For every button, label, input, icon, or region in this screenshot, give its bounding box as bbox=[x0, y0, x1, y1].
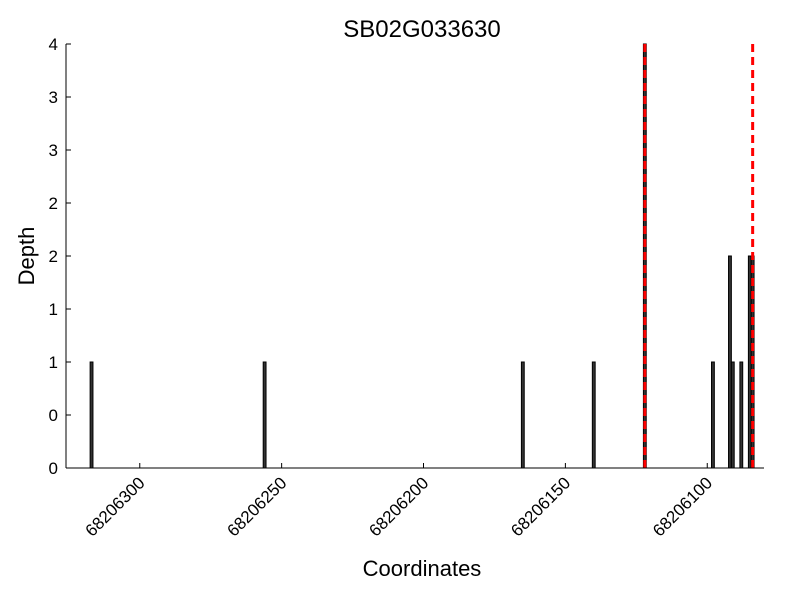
y-tick-label: 1 bbox=[49, 353, 58, 372]
x-tick-label: 68206250 bbox=[224, 473, 291, 540]
y-axis-label: Depth bbox=[14, 227, 39, 286]
chart-title: SB02G033630 bbox=[343, 16, 500, 43]
bar bbox=[520, 361, 525, 469]
y-tick-label: 1 bbox=[49, 300, 58, 319]
bar bbox=[730, 361, 735, 469]
y-tick-label: 3 bbox=[49, 88, 58, 107]
bar bbox=[711, 361, 715, 469]
y-tick-label: 0 bbox=[49, 459, 58, 478]
bar bbox=[739, 361, 744, 469]
y-tick-label: 2 bbox=[49, 194, 58, 213]
y-tick-label: 0 bbox=[49, 406, 58, 425]
y-tick-label: 2 bbox=[49, 247, 58, 266]
y-tick-label: 3 bbox=[49, 141, 58, 160]
y-tick-label: 4 bbox=[49, 35, 58, 54]
x-tick-label: 68206150 bbox=[507, 473, 574, 540]
x-tick-label: 68206100 bbox=[649, 473, 716, 540]
bar bbox=[591, 361, 596, 469]
bar bbox=[262, 361, 267, 469]
x-tick-label: 68206200 bbox=[365, 473, 432, 540]
x-tick-label: 68206300 bbox=[82, 473, 149, 540]
bar bbox=[89, 361, 94, 469]
x-axis-label: Coordinates bbox=[363, 556, 482, 581]
